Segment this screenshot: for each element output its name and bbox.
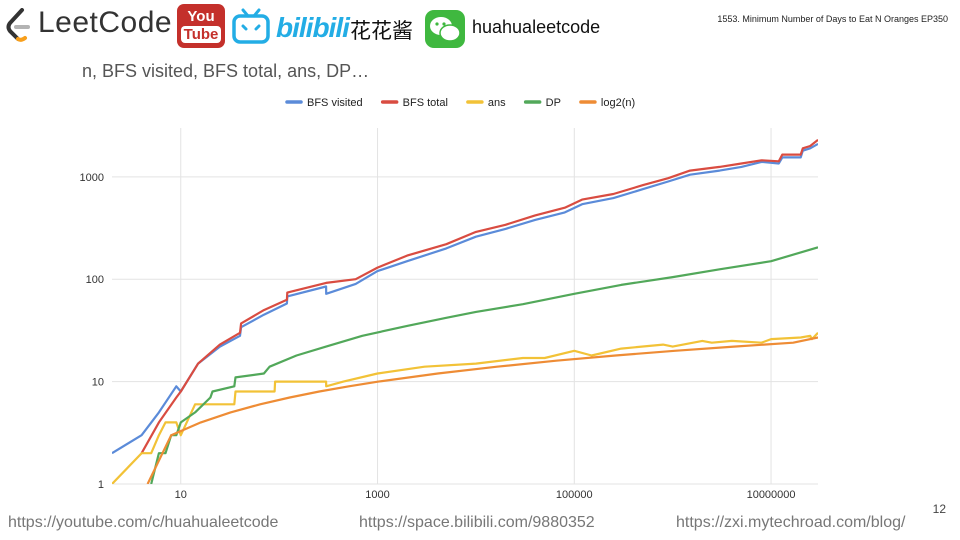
legend-label: BFS visited: [307, 97, 363, 109]
footer-links: https://youtube.com/c/huahualeetcode htt…: [0, 514, 960, 536]
leetcode-logo-icon: [6, 8, 30, 42]
x-tick-label: 100000: [556, 489, 593, 501]
bilibili-tv-icon: [232, 8, 270, 44]
youtube-channel-link[interactable]: https://youtube.com/c/huahualeetcode: [8, 514, 279, 531]
youtube-logo-icon: You Tube: [177, 4, 225, 48]
legend-item: BFS visited: [285, 97, 363, 109]
legend-label: log2(n): [601, 97, 635, 109]
series-line-bfs-total: [140, 138, 818, 454]
y-tick-label: 10: [92, 377, 104, 389]
bilibili-space-link[interactable]: https://space.bilibili.com/9880352: [359, 514, 595, 531]
page-number: 12: [932, 502, 946, 516]
y-tick-label: 1: [98, 479, 104, 491]
wechat-handle: huahualeetcode: [472, 17, 601, 37]
series-line-ans: [112, 332, 818, 484]
wechat-icon: [425, 10, 465, 48]
chart-axis-labels: 10 1000 100000 10000000 1 10 100 1000: [80, 172, 796, 501]
blog-link[interactable]: https://zxi.mytechroad.com/blog/: [676, 514, 906, 531]
author-chinese-name: 花花酱: [350, 20, 413, 43]
legend-item: DP: [523, 97, 561, 109]
series-line-bfs-visited: [112, 142, 818, 455]
chart-grid: [112, 128, 818, 485]
chart-series: [112, 138, 818, 484]
legend-item: ans: [466, 97, 506, 109]
x-tick-label: 10000000: [747, 489, 796, 501]
chart-legend: BFS visited BFS total ans DP log2(n): [285, 97, 635, 109]
leetcode-logo-text: LeetCode: [38, 6, 173, 39]
y-tick-label: 100: [86, 274, 104, 286]
bilibili-logo-text: bilibili: [276, 12, 350, 43]
series-line-log2-n-: [146, 336, 818, 484]
youtube-logo-bottom-text: Tube: [180, 26, 222, 43]
y-tick-label: 1000: [80, 172, 104, 184]
slide-header: LeetCode You Tube bilibili 花花酱 huahualee…: [0, 0, 960, 56]
x-tick-label: 1000: [365, 489, 389, 501]
episode-title: 1553. Minimum Number of Days to Eat N Or…: [717, 14, 948, 24]
legend-item: BFS total: [380, 97, 448, 109]
youtube-logo-top-text: You: [187, 8, 215, 25]
legend-item: log2(n): [579, 97, 635, 109]
slide-subtitle: n, BFS visited, BFS total, ans, DP…: [82, 61, 370, 81]
x-tick-label: 10: [175, 489, 187, 501]
series-line-dp: [150, 246, 818, 484]
legend-label: ans: [488, 97, 506, 109]
legend-label: DP: [546, 97, 561, 109]
legend-label: BFS total: [403, 97, 448, 109]
